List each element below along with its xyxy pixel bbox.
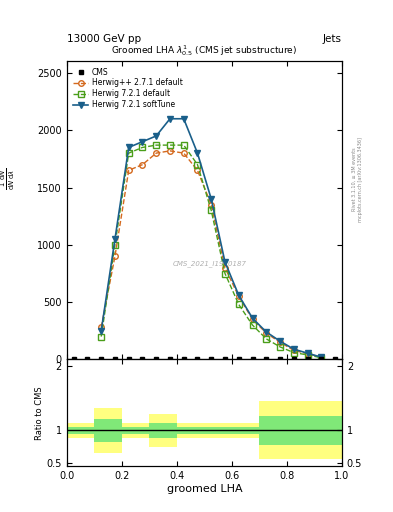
CMS [195, 356, 200, 362]
Herwig 7.2.1 default [154, 142, 159, 148]
Herwig 7.2.1 default [250, 322, 255, 328]
Legend: CMS, Herwig++ 2.7.1 default, Herwig 7.2.1 default, Herwig 7.2.1 softTune: CMS, Herwig++ 2.7.1 default, Herwig 7.2.… [71, 65, 185, 112]
Line: Herwig 7.2.1 softTune: Herwig 7.2.1 softTune [98, 115, 325, 360]
Herwig 7.2.1 default [182, 142, 186, 148]
Herwig 7.2.1 softTune [113, 236, 118, 242]
Herwig 7.2.1 softTune [209, 196, 214, 202]
CMS [333, 356, 338, 362]
Herwig 7.2.1 default [292, 350, 296, 356]
Line: Herwig 7.2.1 default: Herwig 7.2.1 default [98, 142, 324, 360]
Herwig 7.2.1 softTune [292, 346, 296, 352]
Herwig++ 2.7.1 default [319, 354, 324, 360]
Herwig 7.2.1 softTune [222, 259, 227, 265]
Herwig 7.2.1 default [237, 302, 241, 308]
Herwig++ 2.7.1 default [195, 167, 200, 174]
Herwig 7.2.1 softTune [140, 139, 145, 145]
Herwig 7.2.1 default [222, 270, 227, 276]
CMS [278, 356, 283, 362]
Text: Rivet 3.1.10, ≥ 3M events: Rivet 3.1.10, ≥ 3M events [352, 147, 357, 211]
Herwig++ 2.7.1 default [250, 316, 255, 323]
CMS [127, 356, 131, 362]
Herwig 7.2.1 softTune [237, 292, 241, 298]
Herwig 7.2.1 softTune [168, 116, 173, 122]
Herwig 7.2.1 default [278, 344, 283, 350]
Herwig++ 2.7.1 default [264, 330, 269, 336]
Herwig 7.2.1 default [195, 161, 200, 167]
Herwig++ 2.7.1 default [182, 150, 186, 156]
Y-axis label: Ratio to CMS: Ratio to CMS [35, 386, 44, 439]
Herwig++ 2.7.1 default [278, 339, 283, 346]
Herwig++ 2.7.1 default [292, 347, 296, 353]
Herwig++ 2.7.1 default [127, 167, 131, 174]
Herwig 7.2.1 softTune [154, 133, 159, 139]
Text: Jets: Jets [323, 33, 342, 44]
Herwig 7.2.1 default [140, 144, 145, 151]
Text: 13000 GeV pp: 13000 GeV pp [67, 33, 141, 44]
Herwig 7.2.1 default [319, 355, 324, 361]
Herwig 7.2.1 softTune [182, 116, 186, 122]
CMS [85, 356, 90, 362]
Herwig 7.2.1 softTune [319, 354, 324, 360]
Herwig 7.2.1 softTune [264, 329, 269, 335]
Text: $\frac{1}{\mathrm{d}N} \frac{\mathrm{d}N}{\mathrm{d}\lambda}$: $\frac{1}{\mathrm{d}N} \frac{\mathrm{d}N… [0, 168, 17, 190]
Herwig++ 2.7.1 default [305, 351, 310, 357]
CMS [99, 356, 104, 362]
CMS [113, 356, 118, 362]
Herwig 7.2.1 softTune [127, 144, 131, 151]
CMS [237, 356, 241, 362]
Line: CMS: CMS [72, 357, 337, 361]
CMS [182, 356, 186, 362]
X-axis label: groomed LHA: groomed LHA [167, 483, 242, 494]
Herwig++ 2.7.1 default [168, 148, 173, 154]
Herwig 7.2.1 softTune [195, 150, 200, 156]
CMS [209, 356, 214, 362]
Herwig++ 2.7.1 default [222, 265, 227, 271]
CMS [264, 356, 269, 362]
Herwig 7.2.1 softTune [305, 350, 310, 356]
Herwig 7.2.1 default [209, 207, 214, 214]
CMS [292, 356, 296, 362]
Herwig++ 2.7.1 default [113, 253, 118, 260]
CMS [250, 356, 255, 362]
Herwig 7.2.1 default [113, 242, 118, 248]
Text: CMS_2021_I1920187: CMS_2021_I1920187 [173, 261, 247, 267]
Herwig++ 2.7.1 default [209, 202, 214, 208]
CMS [222, 356, 227, 362]
CMS [72, 356, 76, 362]
Herwig++ 2.7.1 default [154, 150, 159, 156]
CMS [140, 356, 145, 362]
CMS [319, 356, 324, 362]
Herwig 7.2.1 default [264, 336, 269, 342]
CMS [305, 356, 310, 362]
Herwig 7.2.1 default [99, 333, 104, 339]
Text: mcplots.cern.ch [arXiv:1306.3436]: mcplots.cern.ch [arXiv:1306.3436] [358, 137, 363, 222]
Herwig++ 2.7.1 default [237, 293, 241, 300]
CMS [154, 356, 159, 362]
Herwig 7.2.1 default [305, 352, 310, 358]
Herwig 7.2.1 softTune [99, 328, 104, 334]
Text: Groomed LHA $\lambda^{1}_{0.5}$ (CMS jet substructure): Groomed LHA $\lambda^{1}_{0.5}$ (CMS jet… [111, 44, 298, 58]
Herwig 7.2.1 default [168, 142, 173, 148]
Line: Herwig++ 2.7.1 default: Herwig++ 2.7.1 default [98, 148, 324, 360]
Herwig 7.2.1 softTune [250, 315, 255, 322]
Herwig 7.2.1 softTune [278, 338, 283, 344]
Herwig++ 2.7.1 default [140, 161, 145, 167]
CMS [168, 356, 173, 362]
Herwig++ 2.7.1 default [99, 324, 104, 330]
Herwig 7.2.1 default [127, 150, 131, 156]
